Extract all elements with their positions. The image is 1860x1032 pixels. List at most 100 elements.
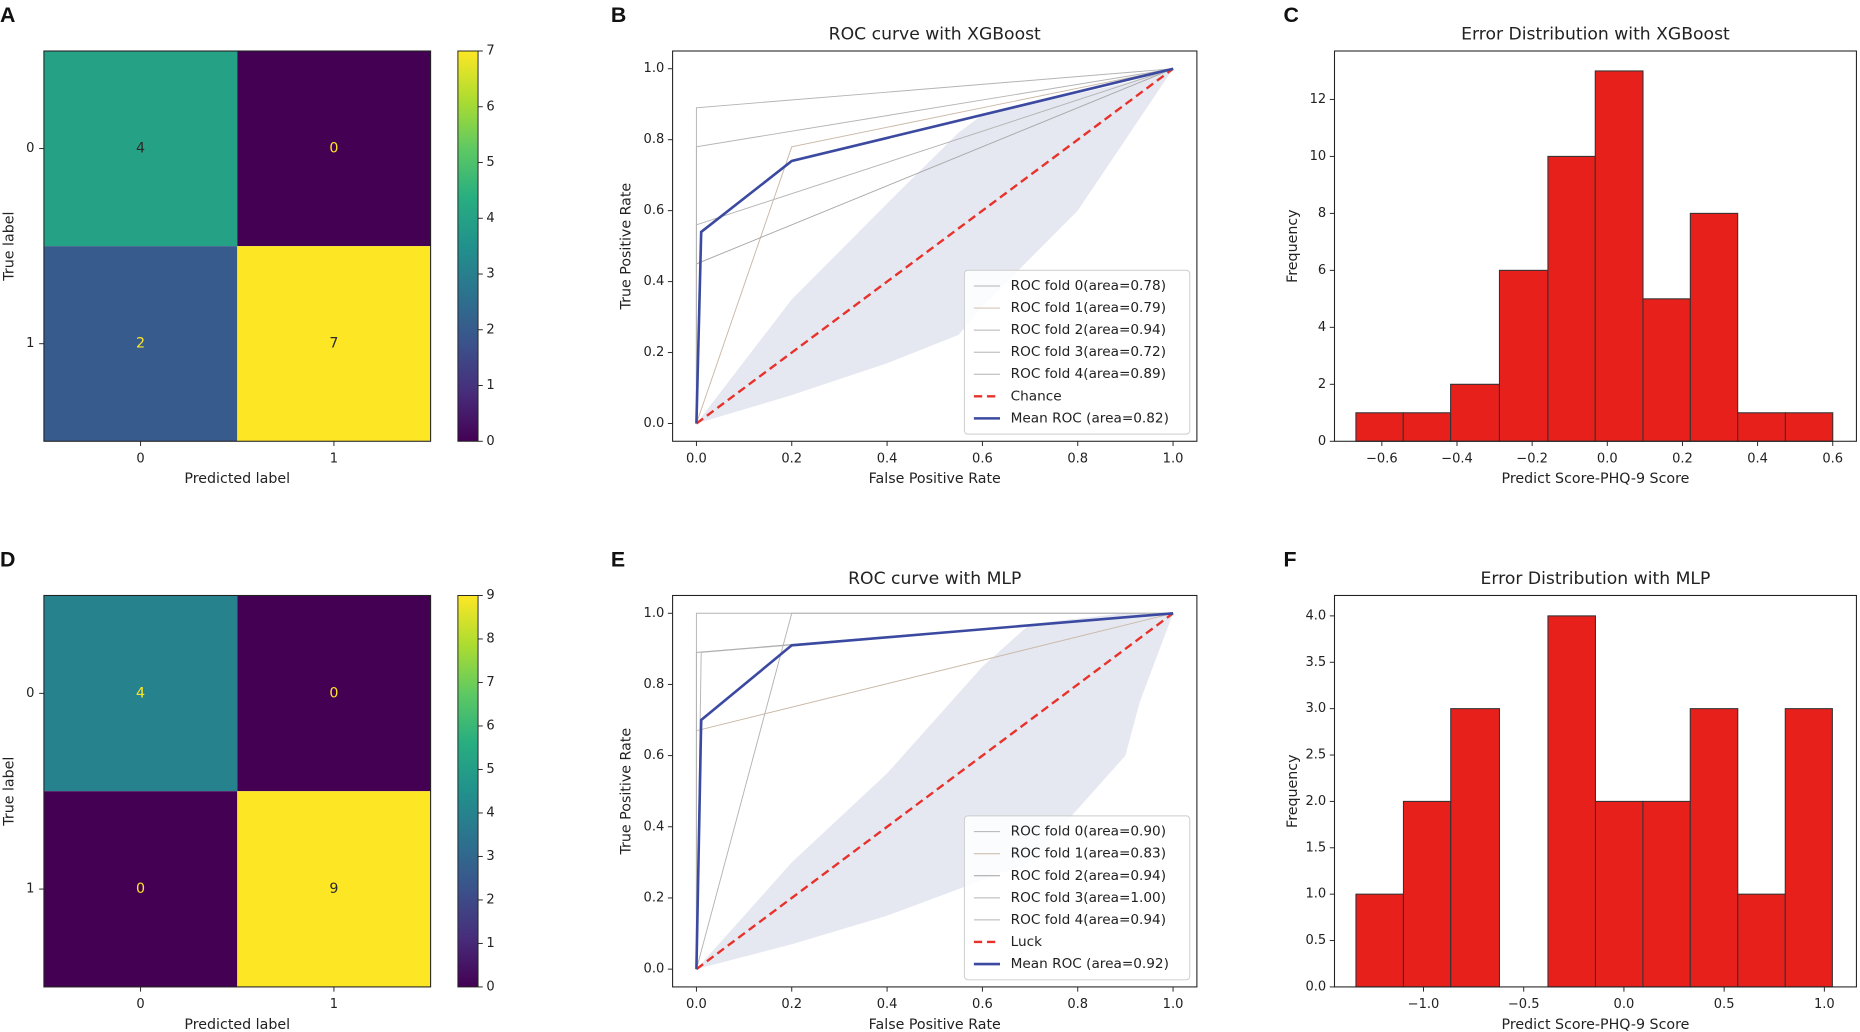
colorbar-tick-label: 6 (486, 718, 494, 733)
histogram-bar (1402, 412, 1452, 442)
y-tick-label: 0.8 (644, 132, 665, 147)
colorbar-tick-label: 1 (486, 936, 494, 951)
roc-line (695, 68, 1174, 424)
x-tick-label: 0.5 (1714, 997, 1735, 1012)
roc-line (695, 612, 1174, 971)
x-tick-label: −0.2 (1516, 452, 1548, 467)
legend-label: ROC fold 0(area=0.78) (1011, 278, 1166, 294)
y-tick-label: 0.0 (1305, 979, 1326, 994)
y-tick-label: 0 (26, 686, 34, 701)
x-tick-label: 0 (136, 452, 144, 467)
histogram-bar (1355, 412, 1404, 442)
colorbar-tick-label: 4 (486, 211, 494, 226)
cell-value: 7 (329, 336, 338, 352)
axes-frame (1333, 50, 1857, 442)
histogram-bar (1594, 800, 1644, 988)
x-tick-label: −1.0 (1408, 997, 1440, 1012)
histogram-bar (1784, 708, 1833, 988)
y-tick-label: 1 (26, 882, 34, 897)
y-tick-label: 1.0 (644, 61, 665, 76)
y-tick-label: 1.5 (1305, 840, 1326, 855)
histogram-bar (1689, 708, 1739, 988)
cell-value: 2 (136, 336, 145, 352)
histogram-bar (1547, 615, 1596, 988)
chart-title: Error Distribution with MLP (1481, 569, 1711, 589)
x-tick-label: 0.6 (972, 997, 993, 1012)
chart-title: ROC curve with XGBoost (829, 24, 1041, 44)
x-tick-label: 0.0 (686, 997, 707, 1012)
y-tick-label: 0.2 (644, 345, 665, 360)
colorbar-tick-label: 0 (486, 434, 494, 449)
x-tick-label: 0.4 (877, 997, 898, 1012)
legend-label: Luck (1011, 934, 1042, 950)
x-axis-label: Predicted label (184, 471, 290, 487)
x-tick-label: 0.2 (781, 452, 802, 467)
y-tick-label: 2.0 (1305, 794, 1326, 809)
y-axis-label: True label (2, 212, 18, 282)
x-axis-label: Predict Score-PHQ-9 Score (1502, 1017, 1690, 1032)
x-tick-label: 0.2 (781, 997, 802, 1012)
legend-label: ROC fold 1(area=0.83) (1011, 846, 1166, 862)
panel-letter: D (0, 548, 15, 572)
legend-box (963, 269, 1191, 435)
histogram-bar (1498, 269, 1549, 442)
y-axis-label: True Positive Rate (618, 728, 634, 856)
cell-value: 4 (136, 141, 145, 157)
y-tick-label: 0.6 (644, 203, 665, 218)
x-tick-label: −0.6 (1366, 452, 1398, 467)
axes-frame (672, 50, 1198, 442)
y-tick-label: 0 (1318, 434, 1326, 449)
axes-frame (672, 594, 1198, 988)
x-tick-label: −0.4 (1441, 452, 1473, 467)
histogram-bar (1450, 383, 1500, 442)
colorbar-tick-label: 9 (486, 588, 494, 603)
y-axis-label: Frequency (1285, 209, 1301, 282)
legend-label: ROC fold 2(area=0.94) (1011, 868, 1166, 884)
axes-frame (43, 594, 432, 988)
x-tick-label: 0.8 (1067, 452, 1088, 467)
y-tick-label: 3.0 (1305, 701, 1326, 716)
x-axis-label: Predicted label (184, 1017, 290, 1032)
y-tick-label: 0.0 (644, 416, 665, 431)
histogram-bar (1402, 800, 1452, 988)
y-tick-label: 4.0 (1305, 608, 1326, 623)
histogram-bar (1784, 412, 1834, 442)
legend-label: ROC fold 1(area=0.79) (1011, 300, 1166, 316)
legend-label: ROC fold 4(area=0.89) (1011, 366, 1166, 382)
axes-frame (43, 50, 432, 442)
roc-line (695, 611, 1174, 970)
heatmap-cell (237, 791, 431, 987)
x-tick-label: 0.4 (1747, 452, 1768, 467)
heatmap-cell (237, 51, 431, 247)
colorbar-tick-label: 2 (486, 892, 494, 907)
chart-title: Error Distribution with XGBoost (1461, 24, 1730, 44)
legend-label: Chance (1011, 388, 1062, 404)
legend-label: Mean ROC (area=0.92) (1011, 956, 1169, 972)
y-tick-label: 0.4 (644, 274, 665, 289)
y-tick-label: 4 (1318, 320, 1326, 335)
x-tick-label: 1 (330, 452, 338, 467)
cell-value: 0 (136, 881, 145, 897)
histogram-bar (1737, 412, 1786, 442)
roc-line (695, 67, 1174, 424)
x-tick-label: 1.0 (1814, 997, 1835, 1012)
x-tick-label: −0.5 (1508, 997, 1540, 1012)
x-tick-label: 0.0 (686, 452, 707, 467)
legend-label: ROC fold 3(area=0.72) (1011, 344, 1166, 360)
y-tick-label: 0.8 (644, 677, 665, 692)
heatmap-cell (237, 595, 431, 792)
histogram-bar (1737, 893, 1786, 988)
colorbar (457, 50, 479, 442)
x-tick-label: 0.0 (1597, 452, 1618, 467)
colorbar-tick-label: 5 (486, 155, 494, 170)
heatmap-cell (43, 246, 238, 442)
histogram-bar (1642, 298, 1691, 442)
heatmap-cell (237, 246, 431, 442)
colorbar-tick-label: 2 (486, 322, 494, 337)
colorbar-tick-label: 3 (486, 849, 494, 864)
legend: ROC fold 0(area=0.90) ROC fold 1(area=0.8… (963, 815, 1191, 981)
y-axis-label: True Positive Rate (618, 183, 634, 311)
panel-letter: E (611, 548, 625, 572)
panel-letter: C (1283, 3, 1298, 27)
